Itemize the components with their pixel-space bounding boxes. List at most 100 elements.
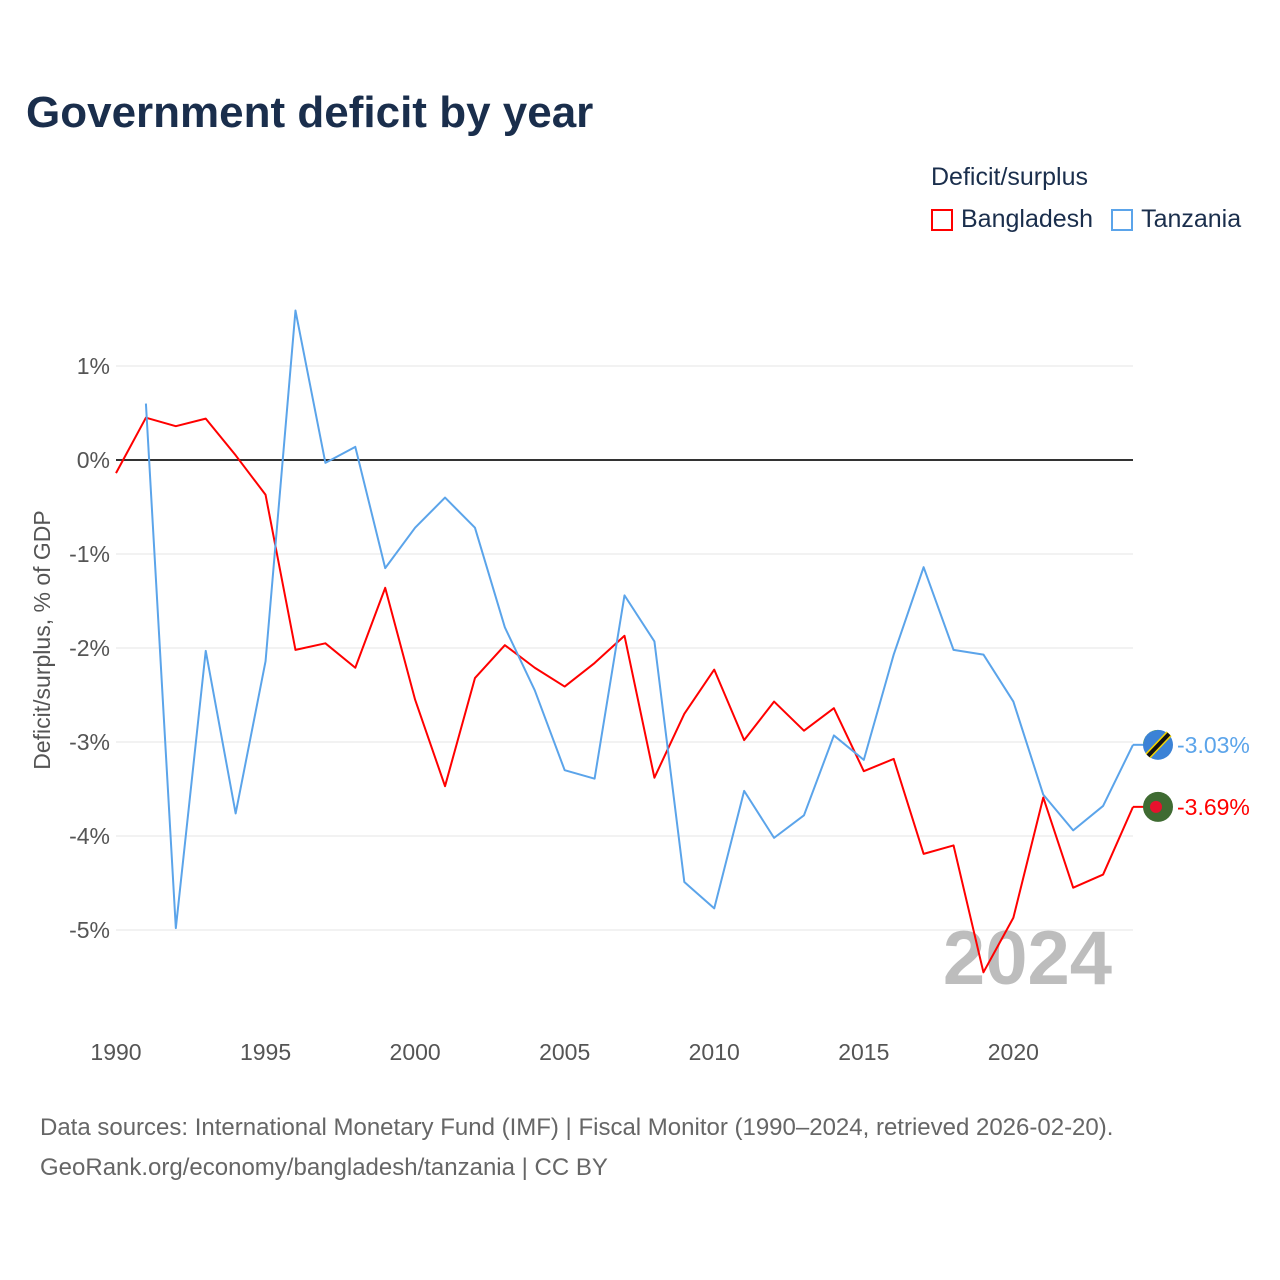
data-point-tanzania <box>891 652 897 658</box>
y-tick-label: -2% <box>69 635 110 661</box>
end-value-label: -3.03% <box>1177 732 1250 758</box>
data-point-tanzania <box>951 647 957 653</box>
data-point-bangladesh <box>322 640 328 646</box>
data-point-tanzania <box>861 757 867 763</box>
data-point-tanzania <box>352 444 358 450</box>
data-point-bangladesh <box>263 492 269 498</box>
source-note: Data sources: International Monetary Fun… <box>40 1108 1113 1188</box>
data-point-tanzania <box>322 460 328 466</box>
data-point-bangladesh <box>412 697 418 703</box>
data-point-tanzania <box>263 658 269 664</box>
data-point-tanzania <box>622 592 628 598</box>
data-point-tanzania <box>292 308 298 314</box>
data-point-tanzania <box>382 565 388 571</box>
x-tick-label: 1990 <box>90 1039 141 1065</box>
data-point-tanzania <box>562 767 568 773</box>
data-point-tanzania <box>203 648 209 654</box>
y-tick-label: -3% <box>69 729 110 755</box>
data-point-bangladesh <box>622 633 628 639</box>
x-tick-label: 2010 <box>689 1039 740 1065</box>
data-point-tanzania <box>651 638 657 644</box>
data-point-bangladesh <box>651 775 657 781</box>
data-point-bangladesh <box>292 647 298 653</box>
data-point-tanzania <box>442 495 448 501</box>
legend-label: Bangladesh <box>961 205 1094 233</box>
legend-swatch-bangladesh <box>931 208 953 231</box>
end-value-label: -3.69% <box>1177 794 1250 820</box>
data-point-bangladesh <box>592 660 598 666</box>
data-point-tanzania <box>980 652 986 658</box>
data-point-bangladesh <box>472 675 478 681</box>
data-point-bangladesh <box>233 452 239 458</box>
series-line-bangladesh <box>115 416 1134 974</box>
y-tick-label: -4% <box>69 823 110 849</box>
data-point-bangladesh <box>1100 872 1106 878</box>
data-point-tanzania <box>143 401 149 407</box>
legend-title: Deficit/surplus <box>931 163 1088 191</box>
data-point-bangladesh <box>711 667 717 673</box>
data-point-bangladesh <box>681 711 687 717</box>
y-tick-label: -1% <box>69 541 110 567</box>
legend-item-tanzania[interactable]: Tanzania <box>1111 205 1241 234</box>
data-point-bangladesh <box>562 684 568 690</box>
data-point-bangladesh <box>352 665 358 671</box>
data-point-tanzania <box>1040 792 1046 798</box>
x-tick-label: 2000 <box>390 1039 441 1065</box>
data-point-bangladesh <box>382 585 388 591</box>
source-link[interactable]: GeoRank.org/economy/bangladesh/tanzania … <box>40 1154 608 1181</box>
chart-title: Government deficit by year <box>26 88 594 137</box>
data-point-tanzania <box>592 776 598 782</box>
legend-item-bangladesh[interactable]: Bangladesh <box>931 205 1093 234</box>
series-line-tanzania <box>144 309 1134 930</box>
data-point-bangladesh <box>861 768 867 774</box>
data-point-bangladesh <box>532 665 538 671</box>
data-point-bangladesh <box>173 423 179 429</box>
data-point-tanzania <box>412 525 418 531</box>
data-point-bangladesh <box>741 737 747 743</box>
data-point-tanzania <box>741 788 747 794</box>
x-tick-label: 2005 <box>539 1039 590 1065</box>
legend-swatch-tanzania <box>1111 208 1134 231</box>
data-point-tanzania <box>831 732 837 738</box>
data-point-tanzania <box>711 905 717 911</box>
data-point-tanzania <box>233 810 239 816</box>
year-watermark: 2024 <box>943 916 1112 1001</box>
data-point-bangladesh <box>801 728 807 734</box>
data-point-bangladesh <box>831 705 837 711</box>
y-tick-label: 0% <box>77 447 110 473</box>
tanzania-flag-stripe-black <box>1146 732 1171 758</box>
y-tick-label: -5% <box>69 917 110 943</box>
data-point-bangladesh <box>980 969 986 975</box>
legend-label: Tanzania <box>1141 205 1242 233</box>
data-point-bangladesh <box>891 756 897 762</box>
data-point-bangladesh <box>203 416 209 422</box>
data-point-tanzania <box>173 925 179 931</box>
data-point-tanzania <box>502 624 508 630</box>
y-axis-label: Deficit/surplus, % of GDP <box>29 510 55 769</box>
x-tick-label: 1995 <box>240 1039 291 1065</box>
data-point-bangladesh <box>1010 915 1016 921</box>
data-point-bangladesh <box>921 851 927 857</box>
source-line: Data sources: International Monetary Fun… <box>40 1114 1114 1141</box>
data-point-tanzania <box>1070 827 1076 833</box>
data-point-bangladesh <box>442 783 448 789</box>
bangladesh-flag-disc <box>1150 800 1162 813</box>
data-point-bangladesh <box>771 699 777 705</box>
data-point-tanzania <box>532 687 538 693</box>
legend: Bangladesh Tanzania <box>931 205 1241 234</box>
data-point-tanzania <box>1010 699 1016 705</box>
data-point-bangladesh <box>502 642 508 648</box>
data-point-bangladesh <box>951 842 957 848</box>
x-tick-label: 2015 <box>838 1039 889 1065</box>
y-tick-label: 1% <box>77 353 110 379</box>
data-point-tanzania <box>771 835 777 841</box>
data-point-tanzania <box>472 525 478 531</box>
x-tick-label: 2020 <box>988 1039 1039 1065</box>
data-point-tanzania <box>921 564 927 570</box>
data-point-bangladesh <box>1070 885 1076 891</box>
data-point-bangladesh <box>113 470 119 476</box>
data-point-tanzania <box>681 879 687 885</box>
data-point-tanzania <box>801 812 807 818</box>
data-point-tanzania <box>1100 803 1106 809</box>
